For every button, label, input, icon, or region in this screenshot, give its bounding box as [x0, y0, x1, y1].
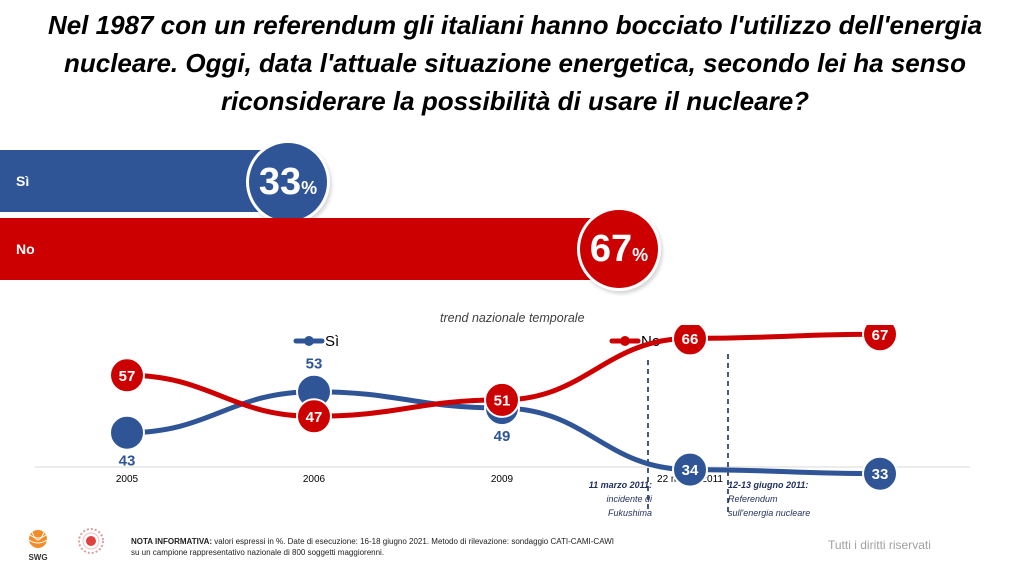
data-label: 33	[872, 466, 889, 483]
data-label: 57	[119, 368, 136, 385]
legend-si: Sì	[293, 333, 339, 350]
seal-icon	[76, 526, 106, 556]
event-referendum-date: 12-13 giugno 2011:	[728, 480, 808, 490]
data-point-no: 66	[672, 325, 708, 357]
data-marker	[672, 451, 708, 488]
trend-title: trend nazionale temporale	[440, 311, 585, 325]
data-marker	[296, 398, 332, 435]
data-label: 49	[494, 428, 511, 445]
data-point-si: 34	[672, 451, 708, 488]
summary-circle-no: 67%	[580, 210, 658, 288]
x-tick-label: 2005	[116, 474, 139, 485]
data-marker	[109, 414, 145, 451]
event-referendum-text1: Referendum	[728, 494, 778, 504]
footer-note-line2: su un campione rappresentativo nazionale…	[131, 548, 385, 557]
data-marker	[109, 357, 145, 394]
data-label: 43	[119, 453, 136, 470]
x-tick-label: 2006	[303, 474, 326, 485]
data-label: 47	[306, 409, 323, 426]
data-point-no: 51	[484, 381, 520, 418]
data-label: 34	[682, 462, 699, 479]
event-referendum: 12-13 giugno 2011: Referendum sull'energ…	[728, 480, 810, 518]
data-point-no: 67	[862, 325, 898, 353]
event-fukushima-text1: incidente di	[606, 494, 653, 504]
data-marker	[672, 325, 708, 357]
trend-chart: Sì No 11 marzo 2011: incidente di Fukush…	[35, 325, 970, 518]
series-group: 43 53 49 34 33 57 47 51 66 67	[109, 325, 898, 492]
rights-text: Tutti i diritti riservati	[828, 538, 931, 552]
summary-label-si: Sì	[16, 173, 30, 189]
summary-label-no: No	[16, 241, 35, 257]
footer-note-bold: NOTA INFORMATIVA:	[131, 537, 213, 546]
data-marker	[862, 455, 898, 492]
event-fukushima: 11 marzo 2011: incidente di Fukushima	[589, 480, 653, 518]
data-point-no: 57	[109, 357, 145, 394]
page-title: Nel 1987 con un referendum gli italiani …	[47, 10, 983, 116]
data-point-si: 43	[109, 414, 145, 470]
data-point-si: 33	[862, 455, 898, 492]
data-point-si: 53	[296, 356, 332, 410]
summary-value-si: 33	[258, 161, 302, 203]
swg-logo-text: SWG	[28, 553, 47, 562]
footer-note-line1: valori espressi in %. Date di esecuzione…	[212, 537, 615, 546]
summary-circle-si: 33%	[249, 143, 327, 221]
data-marker	[862, 325, 898, 353]
summary-value-no: 67	[589, 228, 633, 270]
data-label: 66	[682, 331, 699, 348]
data-label: 67	[872, 327, 889, 344]
data-marker	[484, 381, 520, 418]
summary-unit-si: %	[301, 178, 318, 198]
swg-logo: SWG	[26, 528, 50, 564]
event-fukushima-text2: Fukushima	[608, 508, 652, 518]
x-tick-label: 2009	[491, 474, 514, 485]
data-label: 51	[494, 392, 511, 409]
summary-bar-si: Sì	[0, 150, 285, 212]
data-label: 53	[306, 356, 323, 373]
event-fukushima-date: 11 marzo 2011:	[589, 480, 652, 490]
data-point-no: 47	[296, 398, 332, 435]
legend-si-label: Sì	[325, 333, 339, 350]
summary-unit-no: %	[632, 245, 649, 265]
footer-note: NOTA INFORMATIVA: valori espressi in %. …	[131, 536, 691, 558]
summary-bar-no: No	[0, 218, 616, 280]
event-referendum-text2: sull'energia nucleare	[728, 508, 810, 518]
